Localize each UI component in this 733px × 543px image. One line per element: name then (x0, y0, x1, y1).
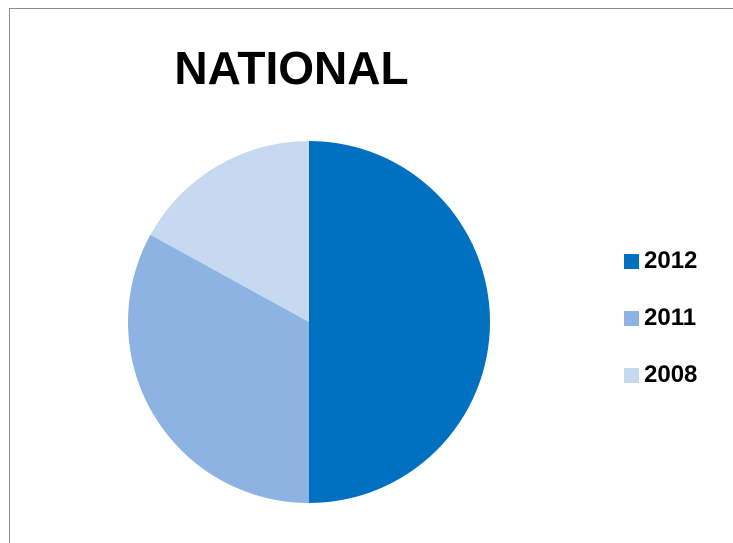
legend-label: 2012 (644, 247, 698, 274)
legend-label: 2011 (644, 304, 697, 331)
legend: 2012 2011 2008 (624, 247, 697, 418)
pie-slice-2008 (150, 141, 309, 322)
pie-slice-2011 (128, 234, 309, 503)
legend-item-2008: 2008 (624, 361, 697, 389)
legend-swatch (624, 367, 639, 383)
legend-swatch (624, 253, 639, 269)
pie-slice-2012 (309, 141, 490, 503)
chart-title: NATIONAL (174, 42, 409, 94)
pie-slices (128, 141, 490, 503)
legend-item-2012: 2012 (624, 247, 697, 275)
legend-label: 2008 (644, 361, 698, 388)
legend-item-2011: 2011 (624, 304, 697, 332)
legend-swatch (624, 310, 639, 326)
